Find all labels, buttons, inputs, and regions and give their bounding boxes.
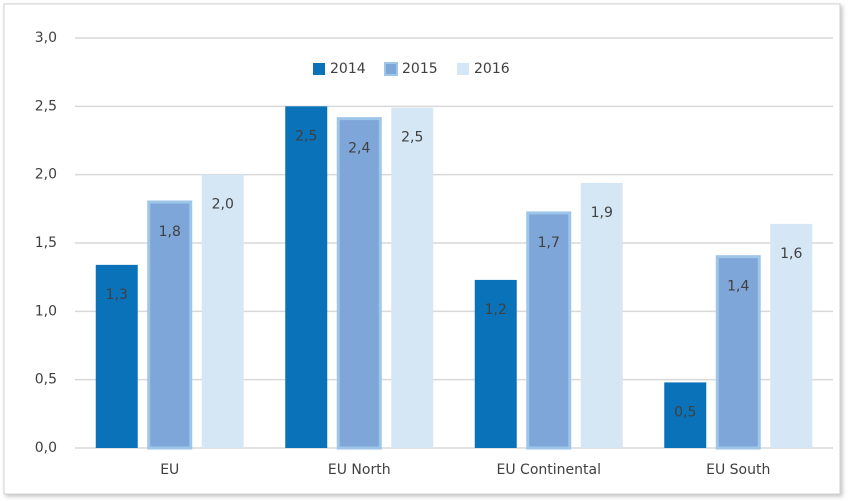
x-tick-label: EU Continental — [497, 462, 601, 478]
value-label: 1,3 — [106, 287, 128, 303]
y-tick-label: 2,0 — [35, 167, 57, 183]
value-label: 2,5 — [295, 128, 317, 144]
value-label: 1,8 — [159, 224, 181, 240]
value-label: 1,4 — [727, 279, 749, 295]
bar — [201, 174, 244, 448]
y-tick-label: 1,5 — [35, 235, 57, 251]
legend-swatch — [457, 63, 469, 75]
bar — [95, 264, 138, 448]
y-tick-label: 0,5 — [35, 372, 57, 388]
value-label: 1,9 — [591, 205, 613, 221]
bar — [526, 211, 572, 450]
bar — [285, 106, 328, 448]
x-tick-label: EU — [160, 462, 179, 478]
bar — [664, 382, 707, 448]
x-tick-label: EU South — [706, 462, 770, 478]
bar — [336, 117, 382, 450]
bar — [770, 223, 813, 448]
value-label: 2,0 — [212, 197, 234, 213]
y-tick-label: 3,0 — [35, 30, 57, 46]
value-label: 1,6 — [780, 246, 802, 262]
x-tick-label: EU North — [328, 462, 391, 478]
bar — [147, 200, 193, 450]
value-label: 2,5 — [401, 130, 423, 146]
value-label: 2,4 — [348, 141, 370, 157]
bar — [715, 255, 761, 450]
y-tick-label: 0,0 — [35, 440, 57, 456]
bar — [474, 279, 517, 448]
legend-swatch — [384, 62, 398, 76]
value-label: 0,5 — [674, 404, 696, 420]
y-tick-label: 1,0 — [35, 303, 57, 319]
legend-label: 2014 — [330, 61, 366, 77]
bar — [391, 107, 434, 448]
value-label: 1,7 — [538, 235, 560, 251]
legend-label: 2015 — [402, 61, 438, 77]
bar — [580, 182, 623, 448]
legend-swatch — [313, 63, 325, 75]
legend-label: 2016 — [474, 61, 510, 77]
y-tick-label: 2,5 — [35, 98, 57, 114]
value-label: 1,2 — [485, 302, 507, 318]
